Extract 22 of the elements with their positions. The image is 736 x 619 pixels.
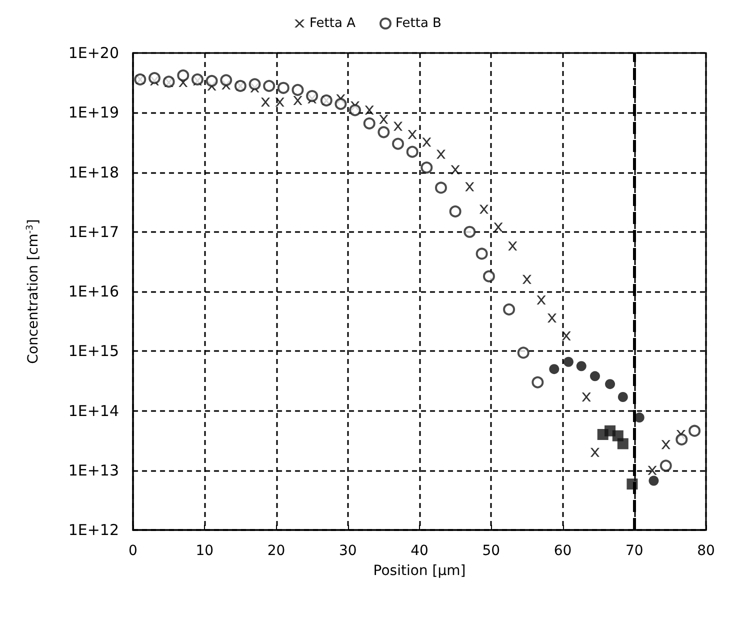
y-tick-label: 1E+20 (68, 44, 119, 62)
y-tick-label: 1E+19 (68, 104, 119, 122)
x-tick-label: 0 (128, 543, 138, 559)
y-tick-label: 1E+18 (68, 163, 119, 182)
y-tick-label: 1E+13 (68, 461, 119, 480)
x-tick-label: 20 (267, 543, 286, 559)
y-tick-label: 1E+17 (68, 222, 119, 241)
x-tick-label: 70 (625, 543, 644, 559)
y-tick-label: 1E+12 (68, 521, 119, 539)
x-tick-label: 50 (482, 543, 500, 559)
legend-label: Fetta A (310, 16, 356, 31)
x-tick-label: 60 (554, 543, 572, 559)
x-tick-label: 10 (196, 543, 214, 559)
y-tick-label: 1E+16 (68, 282, 119, 300)
x-axis-title: Position [µm] (373, 563, 466, 579)
x-tick-label: 80 (697, 543, 715, 559)
y-tick-label: 1E+14 (68, 402, 119, 420)
legend-label: Fetta B (395, 16, 442, 31)
x-tick-label: 30 (338, 543, 357, 559)
y-axis-title: Concentration [cm-3] (26, 219, 42, 364)
x-tick-label: 40 (410, 543, 428, 559)
y-tick-label: 1E+15 (68, 342, 119, 360)
